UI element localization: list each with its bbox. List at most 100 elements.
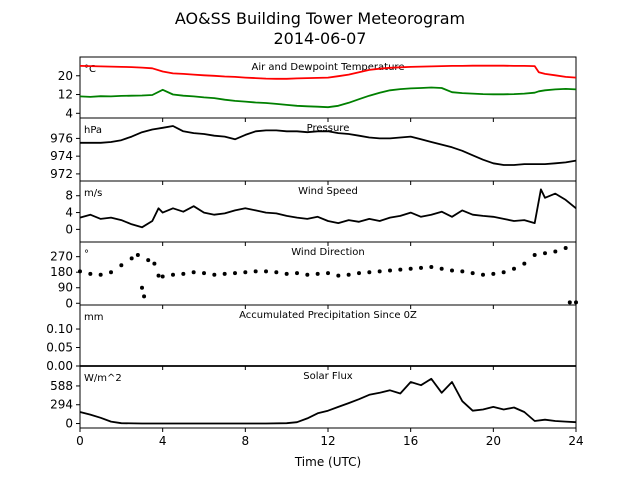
data-point	[336, 273, 341, 278]
panel-title: Wind Direction	[291, 247, 365, 258]
data-point	[181, 271, 186, 276]
y-tick-label: 972	[50, 167, 73, 181]
x-tick-label: 16	[403, 434, 418, 448]
data-point	[284, 271, 289, 276]
data-point	[532, 252, 537, 257]
data-point	[243, 270, 248, 275]
data-point	[450, 268, 454, 273]
y-tick-label: 294	[50, 398, 73, 412]
y-tick-label: 0.05	[46, 341, 73, 355]
data-point	[171, 272, 175, 277]
data-point	[191, 270, 196, 275]
data-point	[574, 300, 578, 305]
data-point	[491, 271, 496, 276]
data-point	[264, 269, 268, 274]
data-point	[109, 270, 113, 275]
panel-title: Solar Flux	[303, 371, 353, 382]
y-tick-label: 0	[65, 296, 73, 310]
panel-unit-label: mm	[84, 312, 103, 323]
panel-title: Wind Speed	[298, 186, 358, 197]
figure-subtitle: 2014-06-07	[274, 29, 367, 48]
data-point	[129, 256, 134, 261]
data-point	[470, 271, 475, 276]
x-tick-label: 0	[76, 434, 84, 448]
panel-unit-label: °C	[84, 64, 96, 75]
data-point	[326, 271, 330, 276]
panel-title: Accumulated Precipitation Since 0Z	[239, 310, 417, 321]
y-tick-label: 0.10	[46, 322, 73, 336]
data-point	[295, 271, 299, 276]
data-point	[160, 274, 165, 279]
panel-2: Wind Speed m/s 0 4 8	[65, 180, 577, 246]
data-point	[398, 267, 403, 272]
y-tick-label: 4	[65, 106, 73, 120]
y-tick-label: 20	[58, 69, 73, 83]
data-point	[408, 266, 413, 271]
y-tick-label: 12	[58, 88, 73, 102]
x-tick-label: 24	[568, 434, 583, 448]
data-point	[439, 266, 444, 271]
figure-title: AO&SS Building Tower Meteorogram	[175, 9, 465, 28]
data-point	[274, 270, 279, 275]
data-point	[346, 272, 351, 277]
data-point	[522, 261, 527, 266]
panels-group: Air and Dewpoint Temperature °C 4 12 20 Press…	[46, 56, 584, 448]
x-tick-label: 20	[486, 434, 501, 448]
x-tick-label: 4	[159, 434, 167, 448]
panel-unit-label: °	[84, 249, 89, 260]
data-point	[563, 246, 568, 251]
data-point	[146, 258, 151, 263]
data-point	[481, 272, 485, 277]
x-tick-label: 8	[242, 434, 250, 448]
data-point	[543, 251, 547, 256]
y-tick-label: 0	[65, 417, 73, 431]
y-tick-label: 0	[65, 222, 73, 236]
data-point	[98, 272, 103, 277]
x-tick-label: 12	[320, 434, 335, 448]
panel-unit-label: W/m^2	[84, 373, 122, 384]
data-point	[419, 265, 423, 270]
data-point	[202, 271, 206, 276]
data-point	[315, 271, 320, 276]
data-point	[142, 294, 147, 299]
data-point	[357, 271, 361, 276]
data-point	[460, 269, 465, 274]
y-tick-label: 180	[50, 265, 73, 279]
y-tick-label: 4	[65, 206, 73, 220]
panel-1: Pressure hPa 972 974 976	[50, 117, 577, 185]
data-point	[377, 269, 382, 274]
y-tick-label: 0.00	[46, 359, 73, 373]
series-line-dewpoint	[79, 86, 577, 109]
y-tick-label: 588	[50, 379, 73, 393]
data-point	[512, 266, 516, 271]
data-point	[152, 261, 157, 266]
data-point	[78, 269, 82, 274]
y-tick-label: 90	[58, 281, 73, 295]
series-line-pressure	[80, 125, 577, 166]
data-point	[501, 270, 506, 275]
data-point	[553, 249, 558, 254]
panel-4: Accumulated Precipitation Since 0Z mm 0.00…	[46, 304, 577, 373]
data-point	[140, 285, 144, 290]
data-point	[367, 270, 372, 275]
data-point	[388, 268, 392, 273]
series-line-temperature	[79, 64, 577, 80]
data-point	[429, 265, 434, 270]
panel-unit-label: m/s	[84, 188, 102, 199]
data-point	[212, 272, 217, 277]
series-line-wind-speed	[79, 188, 577, 229]
panel-5: Solar Flux W/m^2 0 294 588 0 4 8 12 16 20 24	[50, 365, 584, 448]
y-tick-label: 270	[50, 250, 73, 264]
data-point	[156, 273, 161, 278]
panel-title: Air and Dewpoint Temperature	[252, 62, 405, 73]
data-point	[88, 271, 93, 276]
data-point	[119, 263, 124, 268]
y-tick-label: 976	[50, 131, 73, 145]
panel-0: Air and Dewpoint Temperature °C 4 12 20	[58, 56, 577, 122]
series-line-solar-flux	[79, 377, 577, 425]
data-point	[135, 252, 140, 257]
panel-unit-label: hPa	[84, 125, 102, 136]
